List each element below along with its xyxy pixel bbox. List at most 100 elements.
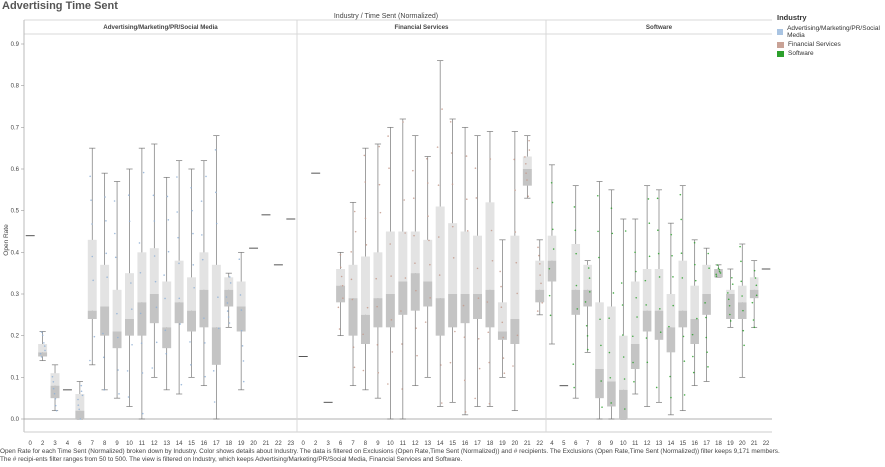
box-upper-half	[174, 260, 184, 303]
data-point	[728, 304, 731, 307]
data-point	[105, 220, 107, 222]
data-point	[601, 406, 603, 408]
data-point	[648, 222, 651, 225]
box-lower-half	[348, 298, 358, 336]
x-tick-label: 9	[610, 441, 614, 447]
data-point	[574, 229, 577, 232]
data-point	[54, 404, 57, 407]
x-tick-label: 0	[29, 441, 33, 447]
data-point	[364, 217, 367, 220]
x-tick-label: 3	[53, 441, 57, 447]
data-point	[718, 270, 721, 273]
data-point	[89, 175, 91, 178]
y-tick-label: 0.1	[11, 375, 20, 381]
data-point	[539, 274, 541, 276]
data-point	[646, 361, 649, 364]
data-point	[341, 284, 344, 287]
data-point	[573, 386, 575, 389]
data-point	[679, 193, 682, 196]
data-point	[379, 211, 382, 214]
x-tick-label: 5	[562, 441, 566, 447]
box-upper-half	[448, 223, 458, 294]
data-point	[692, 371, 695, 374]
box-upper-half	[125, 273, 134, 319]
box-upper-half	[50, 373, 60, 386]
box-upper-half	[654, 269, 664, 311]
data-point	[754, 277, 757, 279]
legend-swatch	[777, 50, 784, 57]
data-point	[644, 279, 647, 282]
data-point	[354, 230, 357, 233]
data-point	[451, 183, 454, 185]
x-tick-label: 14	[668, 441, 675, 447]
box-lower-half	[423, 281, 433, 307]
x-tick-label: 16	[201, 441, 208, 447]
box-upper-half	[690, 285, 699, 319]
data-point	[635, 270, 637, 273]
box-upper-half	[423, 239, 433, 282]
data-point	[228, 322, 231, 324]
data-point	[587, 267, 590, 269]
data-point	[153, 220, 156, 222]
x-tick-label: 20	[739, 441, 746, 447]
box-upper-half	[619, 335, 628, 390]
x-tick-label: 9	[115, 441, 119, 447]
data-point	[43, 345, 46, 347]
data-point	[391, 351, 394, 353]
data-point	[427, 215, 429, 217]
data-point	[621, 304, 624, 306]
data-point	[40, 356, 43, 358]
x-tick-label: 15	[188, 441, 195, 447]
data-point	[462, 304, 465, 307]
data-point	[715, 275, 718, 278]
x-tick-label: 11	[400, 441, 407, 447]
data-point	[201, 258, 204, 261]
data-point	[740, 260, 742, 263]
data-point	[528, 139, 530, 142]
data-point	[362, 333, 364, 336]
box-upper-half	[224, 277, 234, 290]
legend-label: Advertising/Marketing/PR/Social Media	[787, 25, 880, 39]
box-lower-half	[236, 306, 246, 332]
data-point	[622, 356, 625, 358]
data-point	[631, 335, 634, 338]
data-point	[213, 401, 216, 403]
data-point	[488, 402, 491, 405]
x-tick-label: 0	[302, 441, 306, 447]
x-tick-label: 19	[499, 441, 506, 447]
column-header-caption: Industry / Time Sent (Normalized)	[333, 13, 439, 20]
data-point	[490, 229, 493, 232]
box-upper-half	[348, 264, 358, 299]
data-point	[648, 255, 651, 258]
data-point	[127, 194, 130, 196]
legend-item-software[interactable]: Software	[777, 50, 885, 57]
legend-title: Industry	[777, 13, 807, 22]
data-point	[103, 389, 105, 391]
data-point	[90, 199, 92, 201]
box-lower-half	[199, 289, 209, 328]
data-point	[715, 273, 718, 276]
data-point	[152, 194, 155, 197]
box-upper-half	[100, 264, 110, 307]
data-point	[755, 294, 758, 297]
data-point	[452, 257, 455, 259]
data-point	[352, 346, 355, 348]
data-point	[415, 289, 417, 292]
x-tick-label: 16	[462, 441, 469, 447]
data-point	[624, 408, 626, 410]
data-point	[176, 211, 178, 213]
data-point	[225, 296, 228, 298]
data-point	[502, 336, 504, 339]
x-tick-label: 8	[364, 441, 368, 447]
legend-item-advertising[interactable]: Advertising/Marketing/PR/Social Media	[777, 25, 885, 39]
legend-item-financial-services[interactable]: Financial Services	[777, 41, 885, 48]
box-upper-half	[642, 269, 652, 311]
data-point	[200, 200, 203, 202]
data-point	[106, 276, 108, 278]
x-tick-label: 12	[644, 441, 651, 447]
data-point	[339, 266, 342, 269]
data-point	[527, 195, 529, 198]
box-lower-half	[535, 289, 545, 303]
box-lower-half	[410, 273, 420, 311]
box-lower-half	[595, 369, 604, 399]
